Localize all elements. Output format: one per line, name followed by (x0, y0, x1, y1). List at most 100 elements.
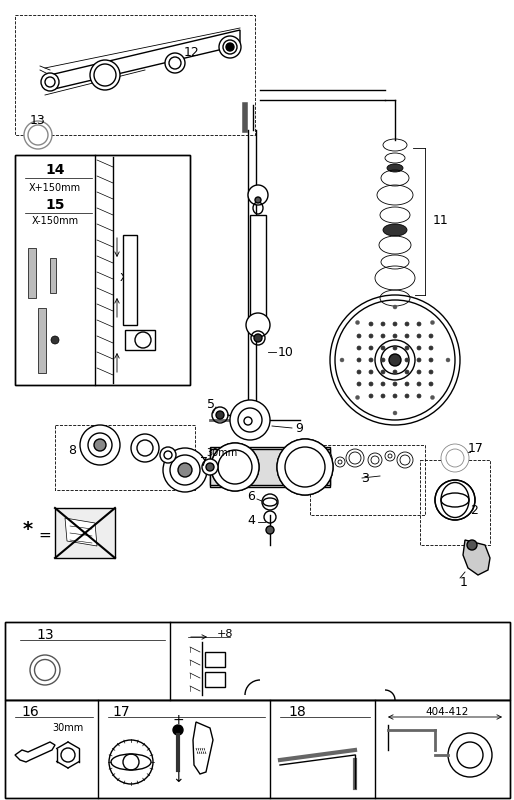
Bar (210, 447, 330, 487)
Ellipse shape (24, 121, 52, 149)
Circle shape (369, 322, 373, 326)
Circle shape (429, 382, 433, 386)
Circle shape (381, 370, 385, 374)
Circle shape (230, 400, 270, 440)
Text: 18: 18 (288, 705, 306, 719)
Circle shape (381, 358, 385, 362)
Text: 6: 6 (247, 490, 255, 503)
Ellipse shape (41, 73, 59, 91)
Circle shape (417, 382, 421, 386)
Circle shape (131, 434, 159, 462)
Bar (205, 672, 225, 687)
Ellipse shape (111, 754, 151, 770)
Text: 14: 14 (45, 163, 65, 177)
Bar (123, 235, 137, 325)
Circle shape (266, 526, 274, 534)
Circle shape (417, 370, 421, 374)
Circle shape (381, 322, 385, 326)
Circle shape (429, 346, 433, 350)
Bar (50, 258, 56, 293)
Text: 404-412: 404-412 (425, 707, 469, 717)
Circle shape (368, 453, 382, 467)
Circle shape (357, 358, 361, 362)
Polygon shape (50, 30, 240, 90)
Circle shape (385, 451, 395, 461)
Bar (38, 308, 46, 373)
Circle shape (446, 358, 450, 362)
Ellipse shape (219, 36, 241, 58)
Circle shape (202, 459, 218, 475)
Bar (205, 652, 225, 667)
Text: +: + (172, 713, 184, 727)
Circle shape (375, 340, 415, 380)
Circle shape (211, 443, 259, 491)
Circle shape (369, 334, 373, 338)
Circle shape (211, 443, 259, 491)
Circle shape (393, 334, 397, 338)
Circle shape (417, 334, 421, 338)
Circle shape (178, 463, 192, 477)
Circle shape (246, 313, 270, 337)
Bar (28, 248, 36, 298)
Text: X-150mm: X-150mm (31, 216, 79, 226)
Circle shape (369, 346, 373, 350)
Text: 16: 16 (21, 705, 39, 719)
Circle shape (405, 370, 409, 374)
Circle shape (262, 494, 278, 510)
Circle shape (393, 358, 397, 362)
Text: 3: 3 (361, 471, 369, 485)
Circle shape (431, 395, 434, 399)
Circle shape (435, 480, 475, 520)
Polygon shape (250, 215, 266, 320)
Text: 11: 11 (433, 214, 449, 226)
Text: 5: 5 (207, 398, 215, 411)
Circle shape (369, 382, 373, 386)
Circle shape (429, 334, 433, 338)
Ellipse shape (165, 53, 185, 73)
Circle shape (356, 395, 359, 399)
Text: *: * (23, 521, 33, 539)
Text: 30mm: 30mm (207, 448, 237, 458)
Circle shape (357, 382, 361, 386)
Text: 7: 7 (200, 455, 208, 469)
Circle shape (277, 439, 333, 495)
Circle shape (369, 370, 373, 374)
Text: 8: 8 (68, 443, 76, 457)
Circle shape (356, 321, 359, 325)
Text: 9: 9 (295, 422, 303, 434)
Circle shape (109, 740, 153, 784)
Text: 13: 13 (30, 114, 46, 126)
Circle shape (393, 411, 397, 415)
Circle shape (381, 382, 385, 386)
Circle shape (393, 370, 397, 374)
Circle shape (417, 358, 421, 362)
Bar (125, 330, 155, 350)
Circle shape (467, 540, 477, 550)
Circle shape (405, 322, 409, 326)
Text: 1: 1 (460, 575, 468, 589)
Circle shape (80, 425, 120, 465)
Circle shape (357, 346, 361, 350)
Text: 13: 13 (36, 628, 54, 642)
Text: 17: 17 (112, 705, 130, 719)
Text: 2: 2 (470, 503, 478, 517)
Circle shape (206, 463, 214, 471)
Circle shape (357, 334, 361, 338)
Circle shape (248, 185, 268, 205)
Circle shape (335, 457, 345, 467)
Circle shape (429, 358, 433, 362)
Circle shape (160, 447, 176, 463)
Circle shape (429, 370, 433, 374)
Circle shape (393, 322, 397, 326)
Circle shape (405, 358, 409, 362)
Circle shape (277, 439, 333, 495)
Bar (5, 700, 510, 798)
Ellipse shape (383, 224, 407, 236)
Circle shape (441, 444, 469, 472)
Text: X+150mm: X+150mm (29, 183, 81, 193)
Circle shape (340, 358, 344, 362)
Bar (5, 622, 510, 700)
Circle shape (173, 725, 183, 735)
Circle shape (51, 336, 59, 344)
Circle shape (357, 370, 361, 374)
